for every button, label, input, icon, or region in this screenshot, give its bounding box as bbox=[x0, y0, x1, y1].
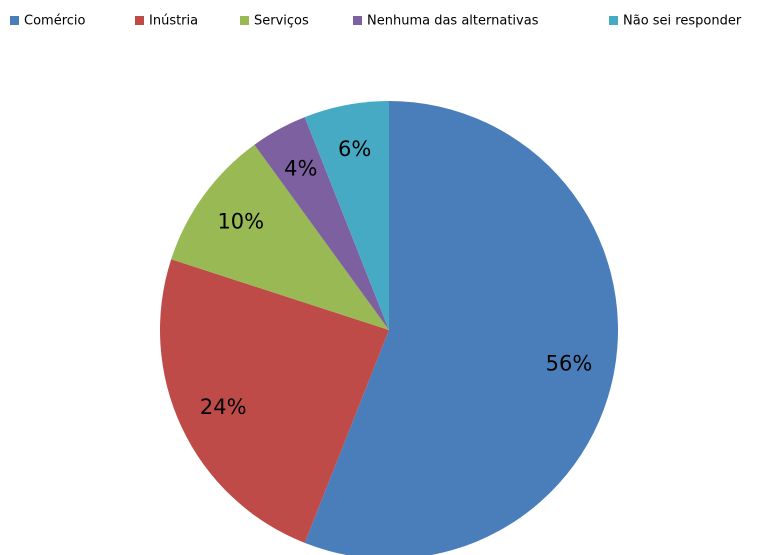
legend-swatch bbox=[135, 16, 144, 25]
legend-swatch bbox=[609, 16, 618, 25]
legend-swatch bbox=[10, 16, 19, 25]
legend-swatch bbox=[353, 16, 362, 25]
legend-label: Comércio bbox=[24, 14, 86, 29]
pie-slice bbox=[304, 101, 618, 555]
pie-slice bbox=[304, 101, 389, 330]
data-label: 10% bbox=[217, 209, 264, 233]
legend-label: Não sei responder bbox=[623, 14, 742, 29]
data-label: 56% bbox=[546, 351, 593, 375]
data-label: 6% bbox=[338, 137, 371, 161]
legend-label: Nenhuma das alternativas bbox=[367, 14, 539, 29]
legend-label: Inústria bbox=[149, 14, 198, 29]
data-label: 4% bbox=[284, 156, 317, 180]
pie-slice bbox=[171, 144, 389, 330]
legend-label: Serviços bbox=[254, 14, 309, 29]
pie-slice bbox=[159, 259, 389, 543]
pie-slice bbox=[254, 117, 389, 331]
data-label: 24% bbox=[200, 395, 247, 419]
legend-swatch bbox=[240, 16, 249, 25]
